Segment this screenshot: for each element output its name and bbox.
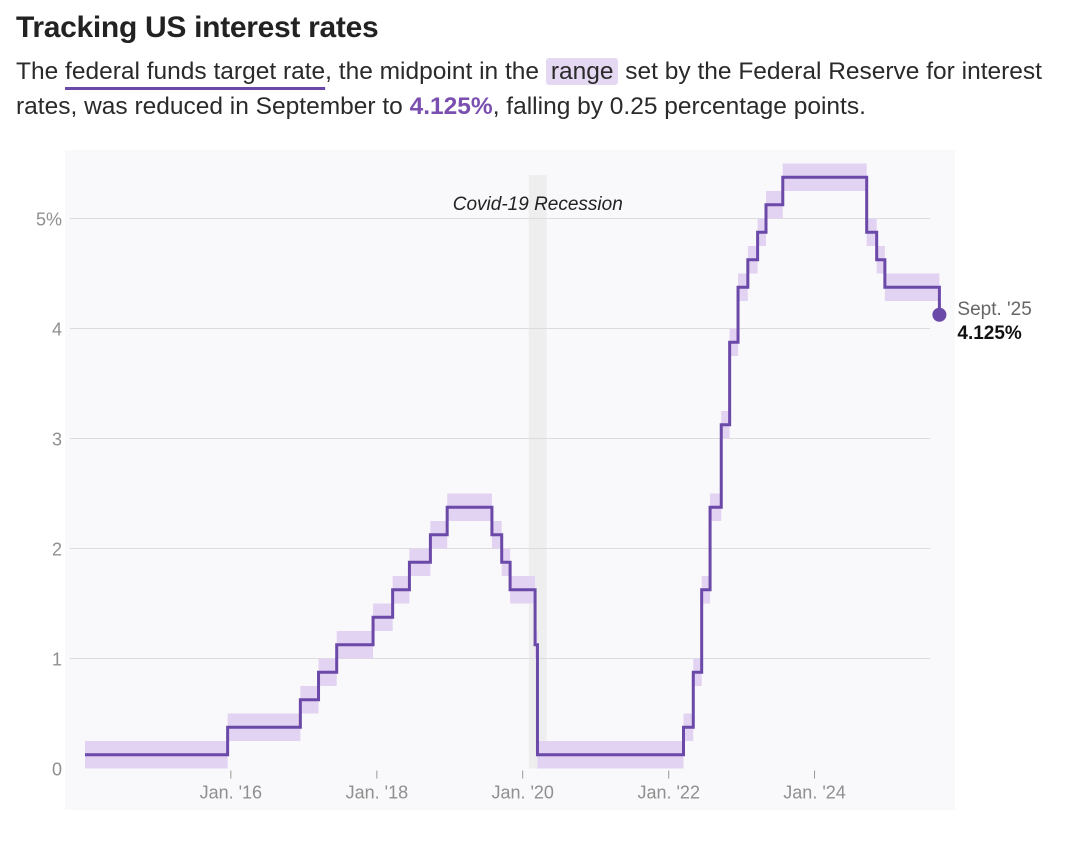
subtitle-text-3: set by the Federal Reserve for interest …: [16, 58, 1042, 120]
current-rate-highlight: 4.125%: [409, 93, 493, 120]
y-tick-label: 4: [52, 320, 62, 340]
recession-label: Covid-19 Recession: [453, 194, 623, 215]
chart-title: Tracking US interest rates: [16, 11, 379, 44]
y-tick-label: 1: [52, 650, 62, 670]
y-axis: 0 1 2 3 4 5%: [36, 210, 62, 780]
x-axis: Jan. '16 Jan. '18 Jan. '20 Jan. '22 Jan. '24: [200, 770, 846, 803]
range-legend-swatch: range: [545, 58, 619, 85]
x-tick-label: Jan. '18: [346, 783, 408, 803]
subtitle-text-4: , falling by 0.25 percentage points.: [492, 93, 866, 120]
x-tick-label: Jan. '22: [637, 783, 699, 803]
y-tick-label: 0: [52, 760, 62, 780]
latest-value-dot: [932, 307, 947, 322]
recession-band: [528, 175, 547, 769]
end-value-label: 4.125%: [957, 323, 1022, 344]
rate-chart: Jan. '16 Jan. '18 Jan. '20 Jan. '22 Jan. '24…: [36, 150, 1032, 810]
y-tick-label: 3: [52, 430, 62, 450]
subtitle-text-2: , the midpoint in the: [325, 58, 546, 85]
plot-background: [65, 150, 955, 810]
chart-container: Jan. '16 Jan. '18 Jan. '20 Jan. '22 Jan. '24…: [0, 140, 1080, 841]
gridlines: [70, 218, 930, 659]
rate-step-line: [85, 175, 941, 757]
x-tick-label: Jan. '24: [783, 783, 845, 803]
x-tick-label: Jan. '20: [491, 783, 553, 803]
chart-subtitle: The federal funds target rate, the midpo…: [16, 54, 1066, 124]
y-tick-label: 2: [52, 540, 62, 560]
y-tick-label: 5%: [36, 210, 62, 230]
x-tick-label: Jan. '16: [200, 783, 262, 803]
end-date-label: Sept. '25: [957, 299, 1031, 320]
subtitle-text-1: The: [16, 58, 66, 85]
federal-funds-target-rate-label: federal funds target rate: [65, 58, 326, 85]
